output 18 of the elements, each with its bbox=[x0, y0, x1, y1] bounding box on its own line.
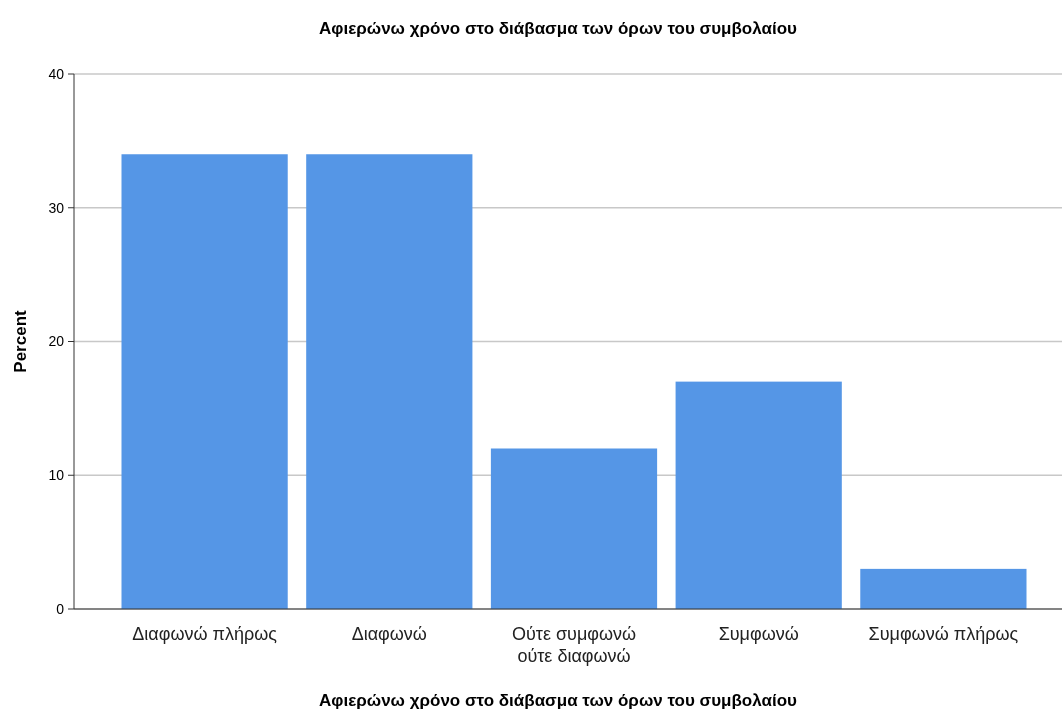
y-tick-label: 20 bbox=[48, 333, 65, 350]
bar bbox=[675, 381, 842, 609]
x-tick-label: Ούτε συμφωνώ ούτε διαφωνώ bbox=[511, 624, 637, 666]
chart-title: Αφιερώνω χρόνο στο διάβασμα των όρων του συμβολαίου bbox=[319, 19, 798, 38]
y-axis-title: Percent bbox=[11, 309, 30, 373]
y-tick-label: 0 bbox=[56, 600, 65, 617]
y-tick-label: 10 bbox=[48, 467, 65, 484]
bar bbox=[860, 568, 1027, 609]
x-tick-label: Διαφωνώ πλήρως bbox=[132, 624, 278, 644]
x-tick-label: Συμφωνώ bbox=[718, 624, 799, 644]
bar bbox=[490, 448, 658, 609]
bar bbox=[306, 154, 473, 609]
bar bbox=[121, 154, 288, 609]
x-axis-title: Αφιερώνω χρόνο στο διάβασμα των όρων του συμβολαίου bbox=[319, 691, 798, 710]
y-tick-label: 40 bbox=[48, 65, 65, 82]
x-tick-label: Διαφωνώ bbox=[351, 624, 427, 644]
x-tick-label: Συμφωνώ πλήρως bbox=[868, 624, 1019, 644]
y-tick-label: 30 bbox=[48, 199, 65, 216]
